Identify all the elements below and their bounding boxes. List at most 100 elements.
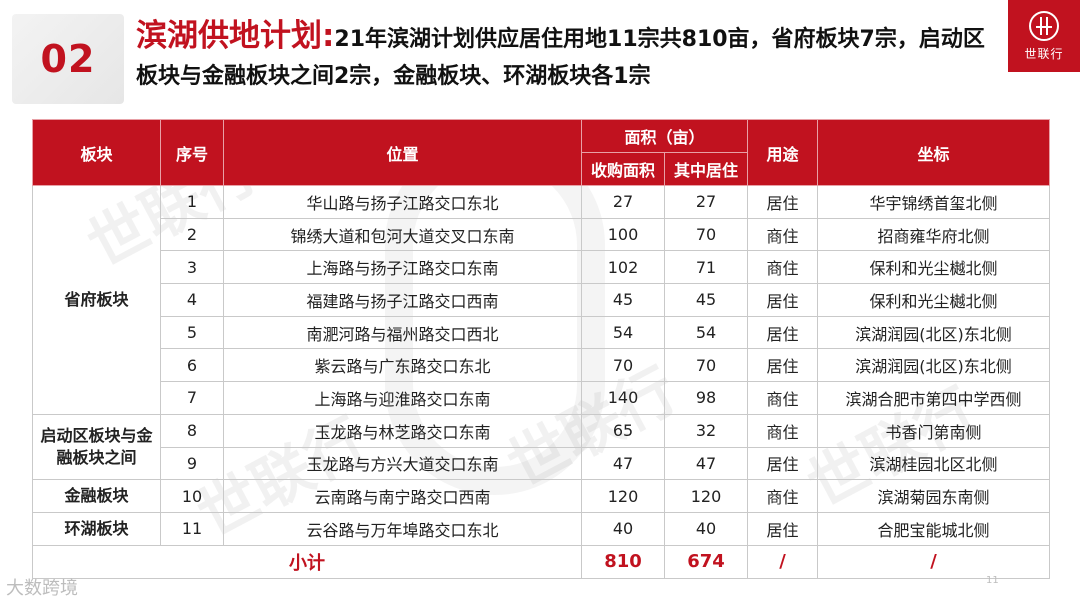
total-use: /: [747, 544, 819, 579]
landmark-cell: 滨湖菊园东南侧: [817, 479, 1051, 513]
total-landmark: /: [817, 544, 1051, 579]
use-cell: 居住: [747, 511, 819, 546]
header-area-group: 面积（亩）: [580, 119, 749, 153]
seq-cell: 5: [160, 315, 224, 350]
seq-cell: 3: [160, 250, 224, 285]
total-residential: 674: [663, 544, 749, 579]
use-cell: 商住: [747, 479, 819, 513]
location-cell: 上海路与迎淮路交口东南: [223, 381, 582, 415]
total-row: 小计 810 674 / /: [32, 544, 1051, 579]
location-cell: 紫云路与广东路交口东北: [223, 348, 582, 383]
table-row: 省府板块 1 华山路与扬子江路交口东北 27 27 居住 华宇锦绣首玺北侧: [32, 185, 1051, 415]
header-area-purchase: 收购面积: [581, 152, 665, 186]
table-row: 7 上海路与迎淮路交口东南 140 98 商住 滨湖合肥市第四中学西侧: [33, 381, 1051, 415]
purchase-cell: 100: [581, 217, 665, 252]
use-cell: 居住: [747, 315, 819, 350]
land-supply-table-container: 板块 序号 位置 面积（亩） 用途 坐标 收购面积 其中居住 省府板块 1 华山…: [32, 119, 1051, 579]
seq-cell: 11: [160, 511, 224, 546]
logo-text: 世联行: [1024, 46, 1064, 61]
residential-cell: 27: [663, 185, 749, 219]
header-area-residential: 其中居住: [663, 152, 749, 186]
block-cell: 省府板块: [32, 185, 161, 415]
block-cell: 环湖板块: [32, 511, 161, 546]
seq-cell: 4: [160, 283, 224, 317]
purchase-cell: 102: [581, 250, 665, 285]
table-row: 2 锦绣大道和包河大道交叉口东南 100 70 商住 招商雍华府北侧: [33, 217, 1051, 252]
landmark-cell: 合肥宝能城北侧: [817, 511, 1051, 546]
location-cell: 云谷路与万年埠路交口东北: [223, 511, 582, 546]
total-purchase: 810: [581, 544, 665, 579]
residential-cell: 71: [663, 250, 749, 285]
total-label: 小计: [32, 544, 582, 579]
table-row: 环湖板块 11 云谷路与万年埠路交口东北 40 40 居住 合肥宝能城北侧: [32, 511, 1051, 546]
table-row: 4 福建路与扬子江路交口西南 45 45 居住 保利和光尘樾北侧: [33, 283, 1051, 317]
source-watermark: 大数跨境: [6, 574, 78, 600]
location-cell: 玉龙路与方兴大道交口东南: [223, 446, 582, 481]
use-cell: 商住: [747, 250, 819, 285]
landmark-cell: 保利和光尘樾北侧: [817, 283, 1051, 317]
purchase-cell: 120: [581, 479, 665, 513]
block-cell: 金融板块: [32, 479, 161, 513]
residential-cell: 47: [663, 446, 749, 481]
section-number-badge: 02: [12, 14, 124, 104]
residential-cell: 120: [663, 479, 749, 513]
landmark-cell: 滨湖润园(北区)东北侧: [817, 348, 1051, 383]
location-cell: 华山路与扬子江路交口东北: [223, 185, 582, 219]
header-seq: 序号: [160, 119, 224, 186]
residential-cell: 54: [663, 315, 749, 350]
table-row: 5 南淝河路与福州路交口西北 54 54 居住 滨湖润园(北区)东北侧: [33, 315, 1051, 350]
landmark-cell: 滨湖合肥市第四中学西侧: [817, 381, 1051, 415]
seq-cell: 7: [160, 381, 224, 415]
location-cell: 上海路与扬子江路交口东南: [223, 250, 582, 285]
landmark-cell: 滨湖润园(北区)东北侧: [817, 315, 1051, 350]
page-number: 11: [986, 575, 999, 586]
header-use: 用途: [747, 119, 819, 186]
residential-cell: 70: [663, 348, 749, 383]
table-row: 金融板块 10 云南路与南宁路交口西南 120 120 商住 滨湖菊园东南侧: [32, 479, 1051, 513]
location-cell: 玉龙路与林芝路交口东南: [223, 413, 582, 448]
landmark-cell: 书香门第南侧: [817, 413, 1051, 448]
block-cell: 启动区板块与金融板块之间: [32, 413, 161, 481]
header-location: 位置: [223, 119, 582, 186]
purchase-cell: 65: [581, 413, 665, 448]
title-subtitle: 21年滨湖计划供应居住用地11宗共810亩，省府板块7宗，启动区板块与金融板块之…: [136, 27, 985, 89]
table-row: 启动区板块与金融板块之间 8 玉龙路与林芝路交口东南 65 32 商住 书香门第…: [32, 413, 1051, 481]
seq-cell: 10: [160, 479, 224, 513]
logo-mark-icon: [1029, 10, 1059, 41]
seq-cell: 8: [160, 413, 224, 448]
use-cell: 商住: [747, 413, 819, 448]
purchase-cell: 45: [581, 283, 665, 317]
residential-cell: 98: [663, 381, 749, 415]
table-row: 9 玉龙路与方兴大道交口东南 47 47 居住 滨湖桂园北区北侧: [33, 446, 1051, 481]
use-cell: 居住: [747, 283, 819, 317]
purchase-cell: 54: [581, 315, 665, 350]
landmark-cell: 保利和光尘樾北侧: [817, 250, 1051, 285]
location-cell: 锦绣大道和包河大道交叉口东南: [223, 217, 582, 252]
landmark-cell: 滨湖桂园北区北侧: [817, 446, 1051, 481]
use-cell: 居住: [747, 446, 819, 481]
table-row: 6 紫云路与广东路交口东北 70 70 居住 滨湖润园(北区)东北侧: [33, 348, 1051, 383]
location-cell: 南淝河路与福州路交口西北: [223, 315, 582, 350]
location-cell: 云南路与南宁路交口西南: [223, 479, 582, 513]
location-cell: 福建路与扬子江路交口西南: [223, 283, 582, 317]
use-cell: 居住: [747, 185, 819, 219]
seq-cell: 2: [160, 217, 224, 252]
seq-cell: 9: [160, 446, 224, 481]
landmark-cell: 华宇锦绣首玺北侧: [817, 185, 1051, 219]
title-main: 滨湖供地计划:: [136, 18, 335, 54]
land-supply-table: 板块 序号 位置 面积（亩） 用途 坐标 收购面积 其中居住 省府板块 1 华山…: [32, 119, 1051, 579]
purchase-cell: 70: [581, 348, 665, 383]
purchase-cell: 27: [581, 185, 665, 219]
purchase-cell: 40: [581, 511, 665, 546]
residential-cell: 45: [663, 283, 749, 317]
page-title: 滨湖供地计划:21年滨湖计划供应居住用地11宗共810亩，省府板块7宗，启动区板…: [136, 18, 1006, 96]
landmark-cell: 招商雍华府北侧: [817, 217, 1051, 252]
use-cell: 商住: [747, 217, 819, 252]
purchase-cell: 47: [581, 446, 665, 481]
source-text: 大数跨境: [6, 578, 78, 599]
residential-cell: 32: [663, 413, 749, 448]
seq-cell: 1: [160, 185, 224, 219]
header-landmark: 坐标: [817, 119, 1051, 186]
brand-logo: 世联行: [1008, 0, 1080, 72]
use-cell: 商住: [747, 381, 819, 415]
